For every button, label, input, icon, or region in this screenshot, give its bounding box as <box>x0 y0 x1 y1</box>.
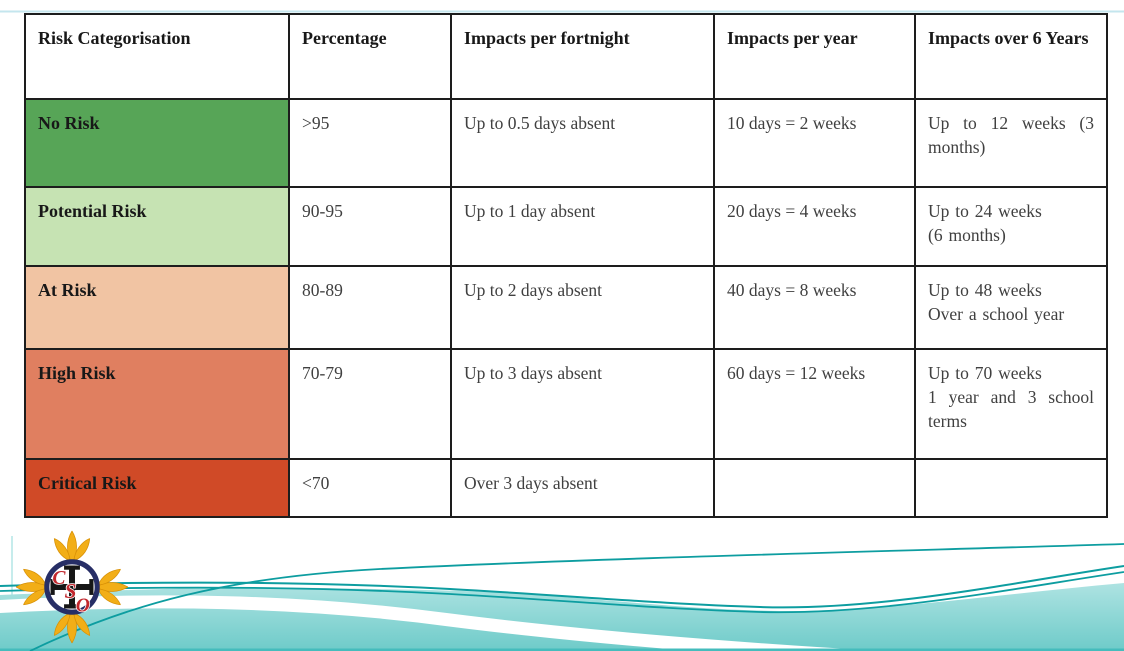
wave-line-2 <box>0 571 1124 614</box>
impacts-6-years-cell: Up to 48 weeks Over a school year <box>914 265 1108 350</box>
impacts-fortnight-cell: Up to 3 days absent <box>450 348 715 460</box>
impacts-fortnight-cell: Up to 1 day absent <box>450 186 715 267</box>
header-row: Risk Categorisation Percentage Impacts p… <box>24 13 1108 100</box>
logo-letter-s: S <box>65 579 77 603</box>
impacts-6-years-cell: Up to 24 weeks (6 months) <box>914 186 1108 267</box>
percentage-cell: <70 <box>288 458 452 518</box>
logo-letters: C S O <box>52 567 91 617</box>
table-row-critical-risk: Critical Risk <70 Over 3 days absent <box>24 458 1108 518</box>
risk-categorisation-table: Risk Categorisation Percentage Impacts p… <box>24 13 1108 518</box>
table-row-potential-risk: Potential Risk 90-95 Up to 1 day absent … <box>24 186 1108 267</box>
impacts-year-cell: 20 days = 4 weeks <box>713 186 916 267</box>
impacts-fortnight-cell: Up to 2 days absent <box>450 265 715 350</box>
logo-letter-c: C <box>52 568 66 589</box>
bottom-strip <box>0 648 1124 651</box>
col-header-risk-categorisation: Risk Categorisation <box>24 13 290 100</box>
wave-white-swoosh <box>0 595 882 651</box>
col-header-percentage: Percentage <box>288 13 452 100</box>
impacts-fortnight-cell: Over 3 days absent <box>450 458 715 518</box>
percentage-cell: 80-89 <box>288 265 452 350</box>
percentage-cell: 70-79 <box>288 348 452 460</box>
percentage-cell: 90-95 <box>288 186 452 267</box>
col-header-impacts-per-year: Impacts per year <box>713 13 916 100</box>
cso-logo: C S O <box>16 530 128 644</box>
wave-line-1 <box>0 565 1124 609</box>
table-row-high-risk: High Risk 70-79 Up to 3 days absent 60 d… <box>24 348 1108 460</box>
impacts-year-cell: 10 days = 2 weeks <box>713 98 916 188</box>
table-row-at-risk: At Risk 80-89 Up to 2 days absent 40 day… <box>24 265 1108 350</box>
left-rule <box>11 536 13 651</box>
impacts-6-years-cell <box>914 458 1108 518</box>
top-rule <box>0 10 1124 13</box>
col-header-impacts-per-fortnight: Impacts per fortnight <box>450 13 715 100</box>
impacts-year-cell: 60 days = 12 weeks <box>713 348 916 460</box>
wave-line-3 <box>29 543 1124 651</box>
impacts-fortnight-cell: Up to 0.5 days absent <box>450 98 715 188</box>
risk-category-cell: Potential Risk <box>24 186 290 267</box>
cross-icon <box>50 565 94 609</box>
table-row-no-risk: No Risk >95 Up to 0.5 days absent 10 day… <box>24 98 1108 188</box>
impacts-year-cell <box>713 458 916 518</box>
col-header-impacts-over-6-years: Impacts over 6 Years <box>914 13 1108 100</box>
risk-category-cell: No Risk <box>24 98 290 188</box>
risk-category-cell: Critical Risk <box>24 458 290 518</box>
risk-category-cell: High Risk <box>24 348 290 460</box>
logo-letter-o: O <box>76 595 90 616</box>
impacts-6-years-cell: Up to 70 weeks 1 year and 3 school terms <box>914 348 1108 460</box>
risk-category-cell: At Risk <box>24 265 290 350</box>
impacts-year-cell: 40 days = 8 weeks <box>713 265 916 350</box>
percentage-cell: >95 <box>288 98 452 188</box>
impacts-6-years-cell: Up to 12 weeks (3 months) <box>914 98 1108 188</box>
